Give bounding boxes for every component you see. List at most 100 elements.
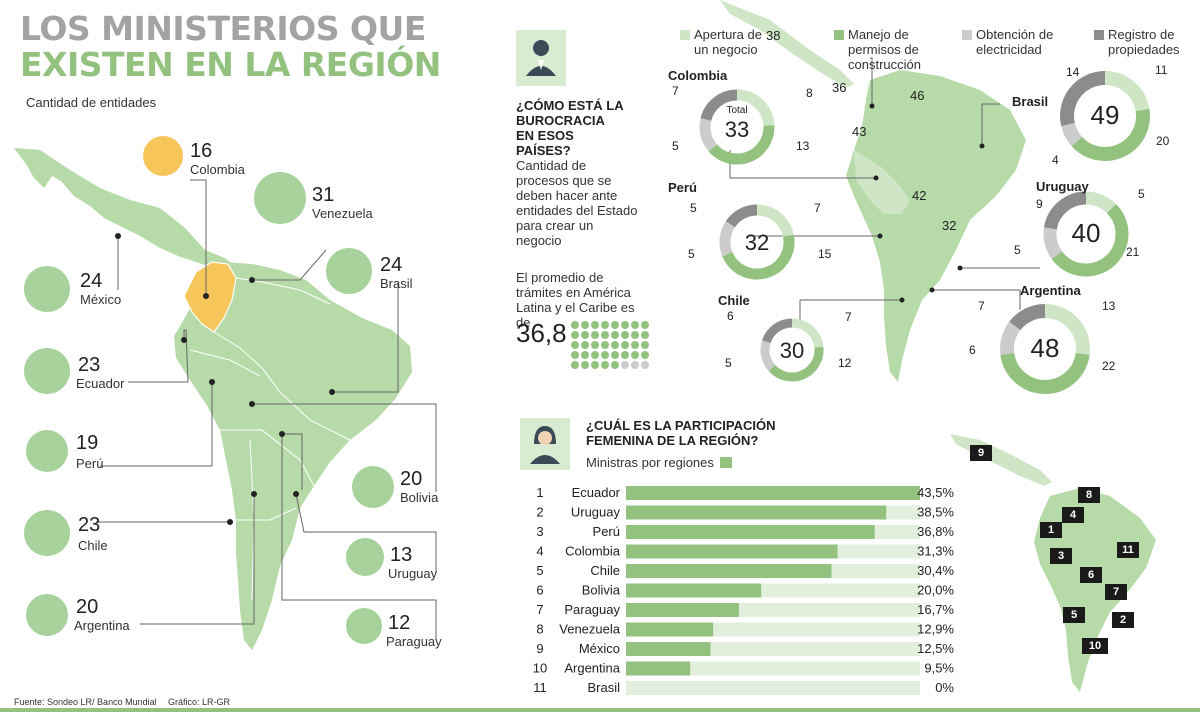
bar-category: Bolivia (582, 583, 621, 598)
bar (626, 505, 887, 520)
bureaucracy-heading: ¿CÓMO ESTÁ LA BUROCRACIA EN ESOS PAÍSES? (516, 98, 624, 158)
donut-country-name: Brasil (1012, 94, 1048, 109)
bar-rank: 5 (536, 563, 543, 578)
legend-swatch-registro (1094, 30, 1104, 40)
average-dot (641, 361, 649, 369)
name-uruguay: Uruguay (388, 566, 438, 581)
circle-bolivia (352, 466, 394, 508)
average-dot (601, 361, 609, 369)
donut-total: 32 (745, 230, 769, 255)
bar (626, 603, 739, 617)
name-venezuela: Venezuela (312, 206, 373, 221)
rank-map-south (1034, 488, 1156, 692)
donut-segment (762, 318, 793, 344)
donut-value-label: 7 (814, 201, 821, 215)
donut-value-label: 13 (796, 139, 810, 153)
average-dot (631, 361, 639, 369)
donut-value-label: 11 (1155, 63, 1168, 77)
donut-country-name: Argentina (1020, 283, 1081, 298)
circle-colombia (143, 136, 183, 176)
average-dot (621, 331, 629, 339)
average-dot (571, 361, 579, 369)
donut-value-label: 15 (818, 247, 832, 261)
average-dot (601, 321, 609, 329)
map-leader-lines (96, 179, 437, 640)
name-paraguay: Paraguay (386, 634, 442, 649)
name-argentina: Argentina (74, 618, 130, 633)
circle-mexico (24, 266, 70, 312)
map-right-dots (869, 103, 985, 303)
map-city-dots (115, 233, 335, 525)
map-label-36: 36 (832, 80, 847, 95)
bar (626, 564, 832, 578)
value-argentina: 20 (76, 596, 99, 618)
average-dot (631, 331, 639, 339)
value-chile: 23 (78, 514, 101, 536)
map-label-32: 32 (942, 218, 957, 233)
average-dot (591, 321, 599, 329)
bar-category: Argentina (564, 661, 620, 676)
legend-swatch-permisos (834, 30, 844, 40)
value-uruguay: 13 (390, 544, 413, 566)
average-dot (571, 341, 579, 349)
bar-value-label: 9,5% (924, 661, 954, 676)
man-avatar (516, 30, 566, 86)
bar-rank: 1 (536, 485, 543, 500)
donut-value-label: 5 (1138, 187, 1145, 201)
average-dot (641, 351, 649, 359)
donut-value-label: 4 (1052, 153, 1059, 167)
donut-segment (1000, 321, 1021, 355)
donut-segment (768, 346, 824, 382)
donut-value-label: 5 (725, 356, 732, 370)
bar-category: Chile (590, 563, 620, 578)
rank-badge-peru: 3 (1050, 548, 1072, 564)
footer-source: Fuente: Sondeo LR/ Banco Mundial (14, 697, 157, 707)
circle-venezuela (254, 172, 306, 224)
average-dot (571, 351, 579, 359)
average-dot (571, 331, 579, 339)
donut-total: 30 (780, 338, 804, 363)
donut-total: 49 (1091, 100, 1120, 130)
donut-segment (699, 118, 718, 152)
donut-value-label: 6 (969, 343, 976, 357)
bar (626, 583, 762, 598)
average-dot (631, 351, 639, 359)
subtitle: Cantidad de entidades (26, 95, 157, 110)
bar-category: Brasil (587, 680, 620, 695)
bar-category: Venezuela (559, 622, 620, 637)
bar-value-label: 30,4% (917, 563, 954, 578)
donut-total: 40 (1072, 218, 1101, 248)
map-south-america (174, 262, 412, 650)
map-central-america-strip (720, 0, 854, 88)
name-brasil: Brasil (380, 276, 413, 291)
rank-map (950, 434, 1156, 692)
average-dot (611, 341, 619, 349)
circle-chile (24, 510, 70, 556)
bar (626, 544, 838, 559)
map-mexico-central-america (14, 148, 238, 275)
donut-value-label: 5 (690, 201, 697, 215)
circle-uruguay (346, 538, 384, 576)
map-label-38: 38 (766, 28, 781, 43)
average-dot (581, 351, 589, 359)
donut-total-label: Total (726, 105, 747, 116)
donut-value-label: 5 (1014, 243, 1021, 257)
average-value: 36,8 (516, 318, 567, 348)
map-peru-highlight (854, 150, 910, 214)
female-legend-label: Ministras por regiones (586, 455, 714, 470)
south-america-map (720, 0, 1040, 382)
average-dot (591, 331, 599, 339)
bar (626, 642, 711, 656)
donut-segment (1061, 122, 1083, 147)
name-bolivia: Bolivia (400, 490, 439, 505)
donut-value-label: 12 (838, 356, 852, 370)
map-label-42: 42 (912, 188, 927, 203)
donut-country-name: Colombia (668, 68, 728, 83)
legend-electricidad: Obtención de electricidad (976, 27, 1054, 57)
bar-rank: 9 (536, 641, 543, 656)
female-bar-chart: 1 Ecuador 43,5% 2 Uruguay 38,5% 3 Perú 36,8% 4 Col… (533, 485, 954, 695)
bar-rank: 2 (536, 505, 543, 520)
bureaucracy-description: Cantidad de procesos que se deben hacer … (516, 158, 638, 248)
